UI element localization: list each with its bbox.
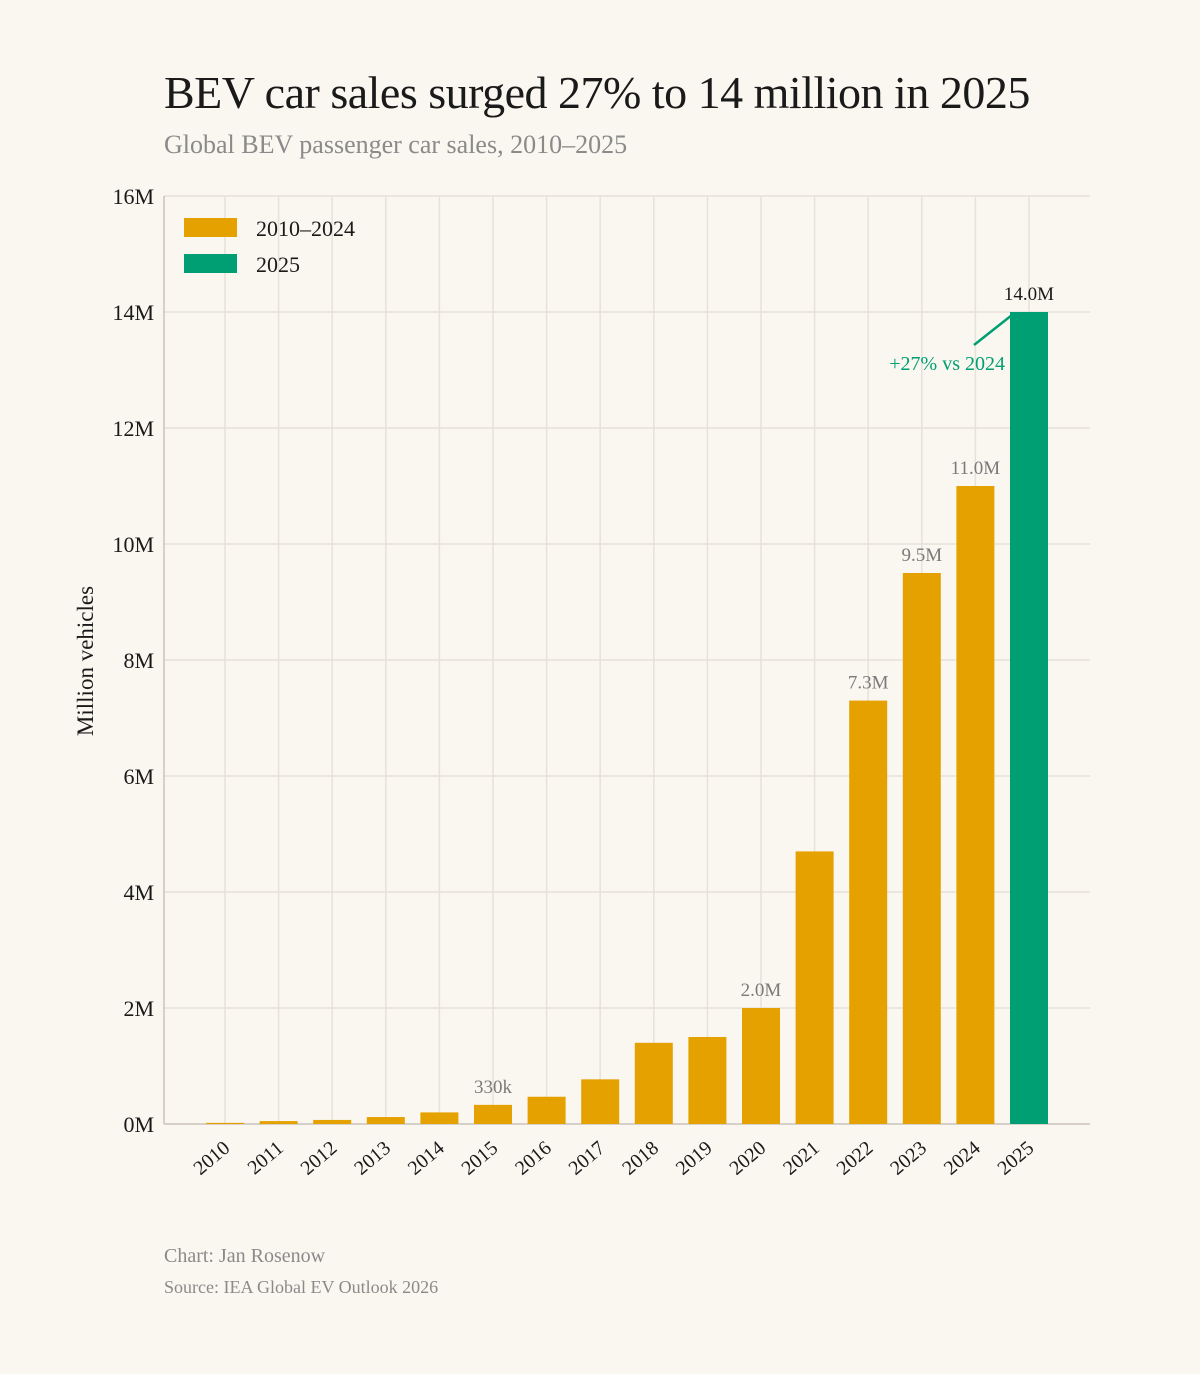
x-tick-label: 2023 — [886, 1137, 931, 1180]
legend-label: 2025 — [256, 252, 300, 277]
x-tick-label: 2019 — [672, 1137, 717, 1180]
y-axis-label: Million vehicles — [73, 586, 98, 736]
bar-2020 — [742, 1008, 780, 1124]
data-label: 14.0M — [1004, 284, 1054, 305]
x-tick-label: 2025 — [993, 1137, 1038, 1180]
x-tick-label: 2020 — [725, 1137, 770, 1180]
bar-2014 — [420, 1112, 459, 1124]
bars-layer — [206, 312, 1048, 1124]
bar-2025 — [1010, 312, 1048, 1124]
x-tick-label: 2014 — [404, 1137, 449, 1180]
x-tick-label: 2013 — [350, 1137, 395, 1180]
y-tick-label: 12M — [112, 416, 154, 441]
bar-2011 — [259, 1121, 298, 1124]
bar-2019 — [688, 1037, 727, 1124]
bar-2018 — [634, 1042, 673, 1124]
x-tick-label: 2018 — [618, 1137, 663, 1180]
legend-label: 2010–2024 — [256, 216, 355, 241]
x-tick-label: 2017 — [565, 1137, 610, 1180]
annotation-leader-line — [973, 314, 1013, 346]
annotation-text: +27% vs 2024 — [889, 353, 1005, 375]
data-label: 11.0M — [951, 458, 1001, 479]
legend-swatch — [184, 218, 237, 237]
bar-2022 — [849, 700, 888, 1124]
chart-credit: Chart: Jan Rosenow — [164, 1245, 326, 1267]
data-label: 9.5M — [901, 545, 942, 566]
data-label: 7.3M — [848, 673, 889, 694]
chart-title: BEV car sales surged 27% to 14 million i… — [164, 67, 1030, 118]
grid-layer — [163, 195, 1090, 1125]
bar-2016 — [527, 1096, 566, 1124]
x-tick-label: 2016 — [511, 1137, 556, 1180]
chart-source: Source: IEA Global EV Outlook 2026 — [164, 1277, 439, 1297]
legend-swatch — [184, 254, 237, 273]
data-label: 330k — [474, 1077, 513, 1098]
chart-subtitle: Global BEV passenger car sales, 2010–202… — [164, 130, 628, 159]
bar-2012 — [313, 1119, 352, 1124]
y-tick-label: 2M — [123, 996, 154, 1021]
y-tick-label: 16M — [112, 184, 154, 209]
bar-2015 — [474, 1104, 512, 1124]
bar-2023 — [902, 573, 941, 1124]
x-tick-label: 2011 — [244, 1137, 288, 1179]
bar-2010 — [206, 1122, 244, 1124]
y-tick-label: 6M — [123, 764, 154, 789]
y-tick-label: 10M — [112, 532, 154, 557]
x-tick-label: 2012 — [297, 1137, 342, 1180]
y-tick-label: 8M — [123, 648, 154, 673]
data-label: 2.0M — [741, 980, 782, 1001]
bar-2021 — [795, 851, 834, 1124]
x-tick-label: 2015 — [457, 1137, 502, 1180]
x-tick-label: 2024 — [940, 1137, 985, 1180]
y-tick-label: 14M — [112, 300, 154, 325]
legend: 2010–2024 2025 — [184, 216, 355, 277]
x-tick-label: 2022 — [833, 1137, 878, 1180]
bar-2017 — [581, 1079, 620, 1124]
y-tick-label: 4M — [123, 880, 154, 905]
x-tick-label: 2010 — [189, 1137, 234, 1180]
bar-2013 — [366, 1117, 405, 1124]
x-tick-label: 2021 — [779, 1137, 824, 1180]
y-tick-label: 0M — [123, 1112, 154, 1137]
bar-2024 — [956, 486, 995, 1124]
